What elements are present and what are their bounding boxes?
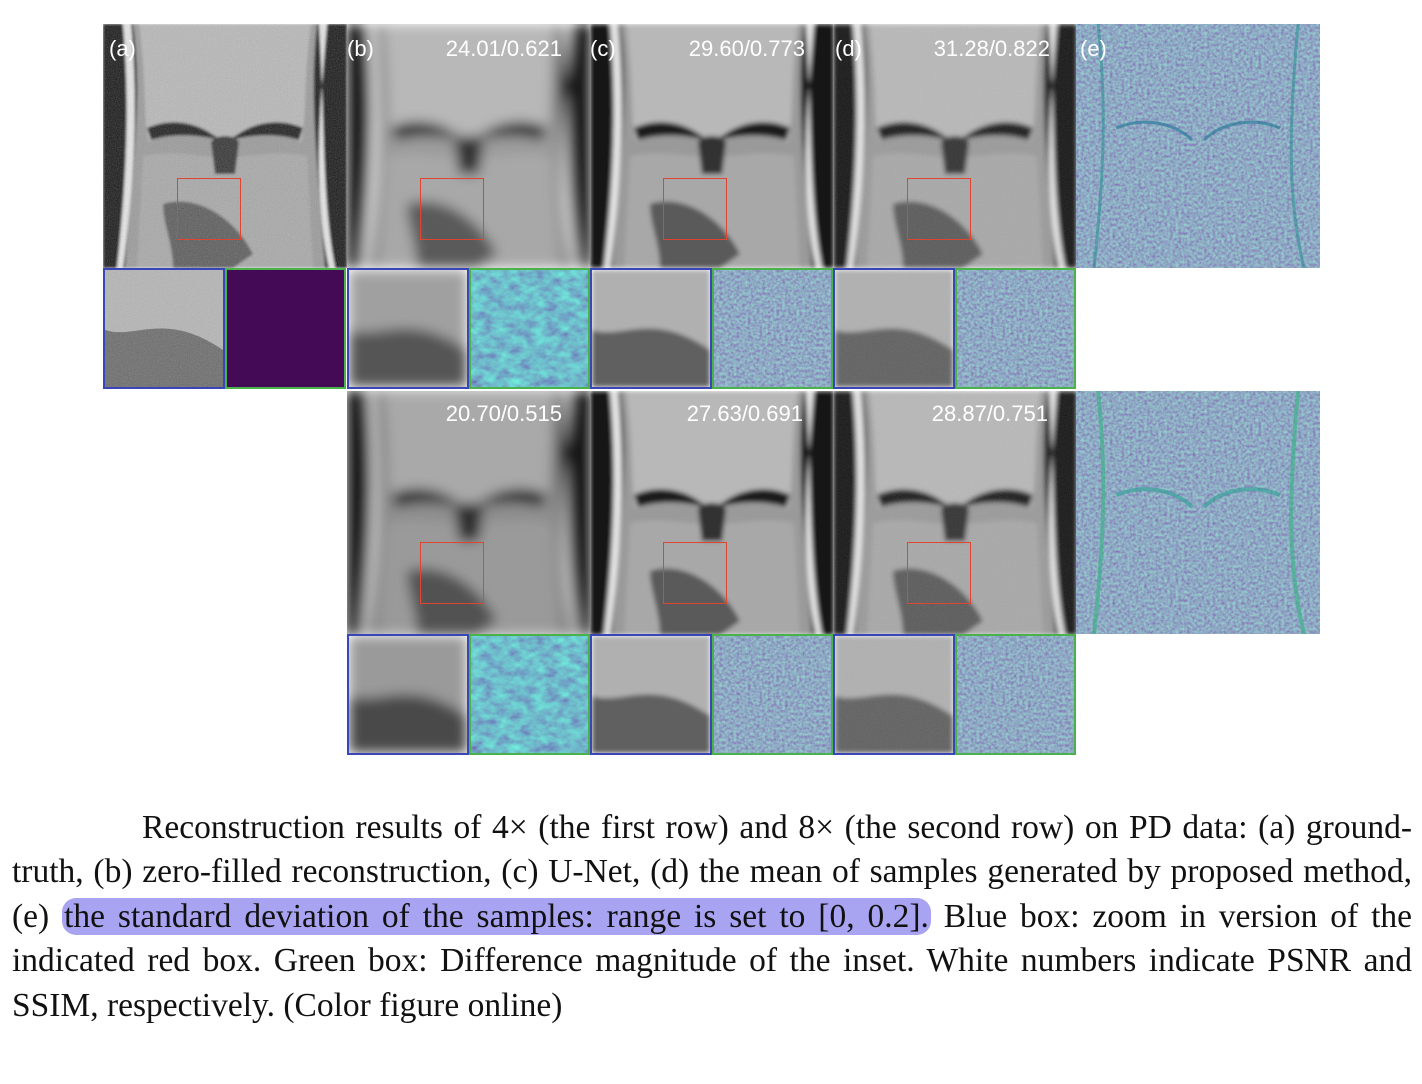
- caption-highlight: the standard deviation of the samples: r…: [62, 897, 931, 935]
- panel-b-row1: (b) 24.01/0.621: [347, 24, 590, 268]
- difference-inset: [225, 268, 346, 389]
- red-zoom-box: [663, 178, 727, 240]
- panel-label-e: (e): [1080, 36, 1107, 61]
- red-zoom-box: [663, 542, 727, 604]
- figure-caption: Reconstruction results of 4× (the first …: [12, 806, 1412, 1028]
- zoom-inset: [347, 268, 469, 389]
- psnr-ssim-value: 29.60/0.773: [688, 36, 805, 61]
- psnr-ssim-value: 27.63/0.691: [686, 401, 803, 426]
- panel-label-b: (b): [347, 36, 374, 61]
- psnr-ssim-value: 24.01/0.621: [445, 36, 562, 61]
- panel-c-row1: (c) 29.60/0.773: [590, 24, 833, 268]
- difference-inset: [712, 634, 833, 755]
- panel-e-row1: (e): [1076, 24, 1320, 268]
- zoom-inset: [347, 634, 469, 755]
- mri-image-proposed-mean-8x: [833, 391, 1076, 634]
- psnr-ssim-value: 28.87/0.751: [931, 401, 1048, 426]
- difference-inset: [469, 634, 590, 755]
- zoom-inset: [590, 268, 712, 389]
- red-zoom-box: [420, 178, 484, 240]
- panel-d-row2: 28.87/0.751: [833, 391, 1076, 634]
- panel-label-a: (a): [109, 36, 136, 61]
- zoom-inset: [590, 634, 712, 755]
- panel-label-d: (d): [835, 36, 862, 61]
- difference-inset: [469, 268, 590, 389]
- mri-image-proposed-mean-4x: [833, 24, 1076, 268]
- difference-inset: [955, 268, 1076, 389]
- zoom-inset: [833, 268, 955, 389]
- psnr-ssim-value: 20.70/0.515: [445, 401, 562, 426]
- caption-text-end: Blue box: zoom in version of the indicat…: [12, 897, 1412, 1024]
- difference-inset: [712, 268, 833, 389]
- std-dev-map-8x: [1076, 391, 1320, 634]
- red-zoom-box: [177, 178, 241, 240]
- difference-inset: [955, 634, 1076, 755]
- zoom-inset: [833, 634, 955, 755]
- std-dev-map-4x: [1076, 24, 1320, 268]
- mri-image-ground-truth: [103, 24, 347, 268]
- zoom-inset: [103, 268, 225, 389]
- panel-a-row1: (a): [103, 24, 347, 268]
- panel-label-c: (c): [590, 36, 616, 61]
- panel-b-row2: 20.70/0.515: [347, 391, 590, 634]
- psnr-ssim-value: 31.28/0.822: [933, 36, 1050, 61]
- red-zoom-box: [420, 542, 484, 604]
- panel-c-row2: 27.63/0.691: [590, 391, 833, 634]
- red-zoom-box: [907, 178, 971, 240]
- panel-e-row2: [1076, 391, 1320, 634]
- red-zoom-box: [907, 542, 971, 604]
- caption-text-start: Reconstruction results of 4× (the first …: [12, 809, 1412, 935]
- panel-d-row1: (d) 31.28/0.822: [833, 24, 1076, 268]
- mri-image-zero-filled-8x: [347, 391, 590, 634]
